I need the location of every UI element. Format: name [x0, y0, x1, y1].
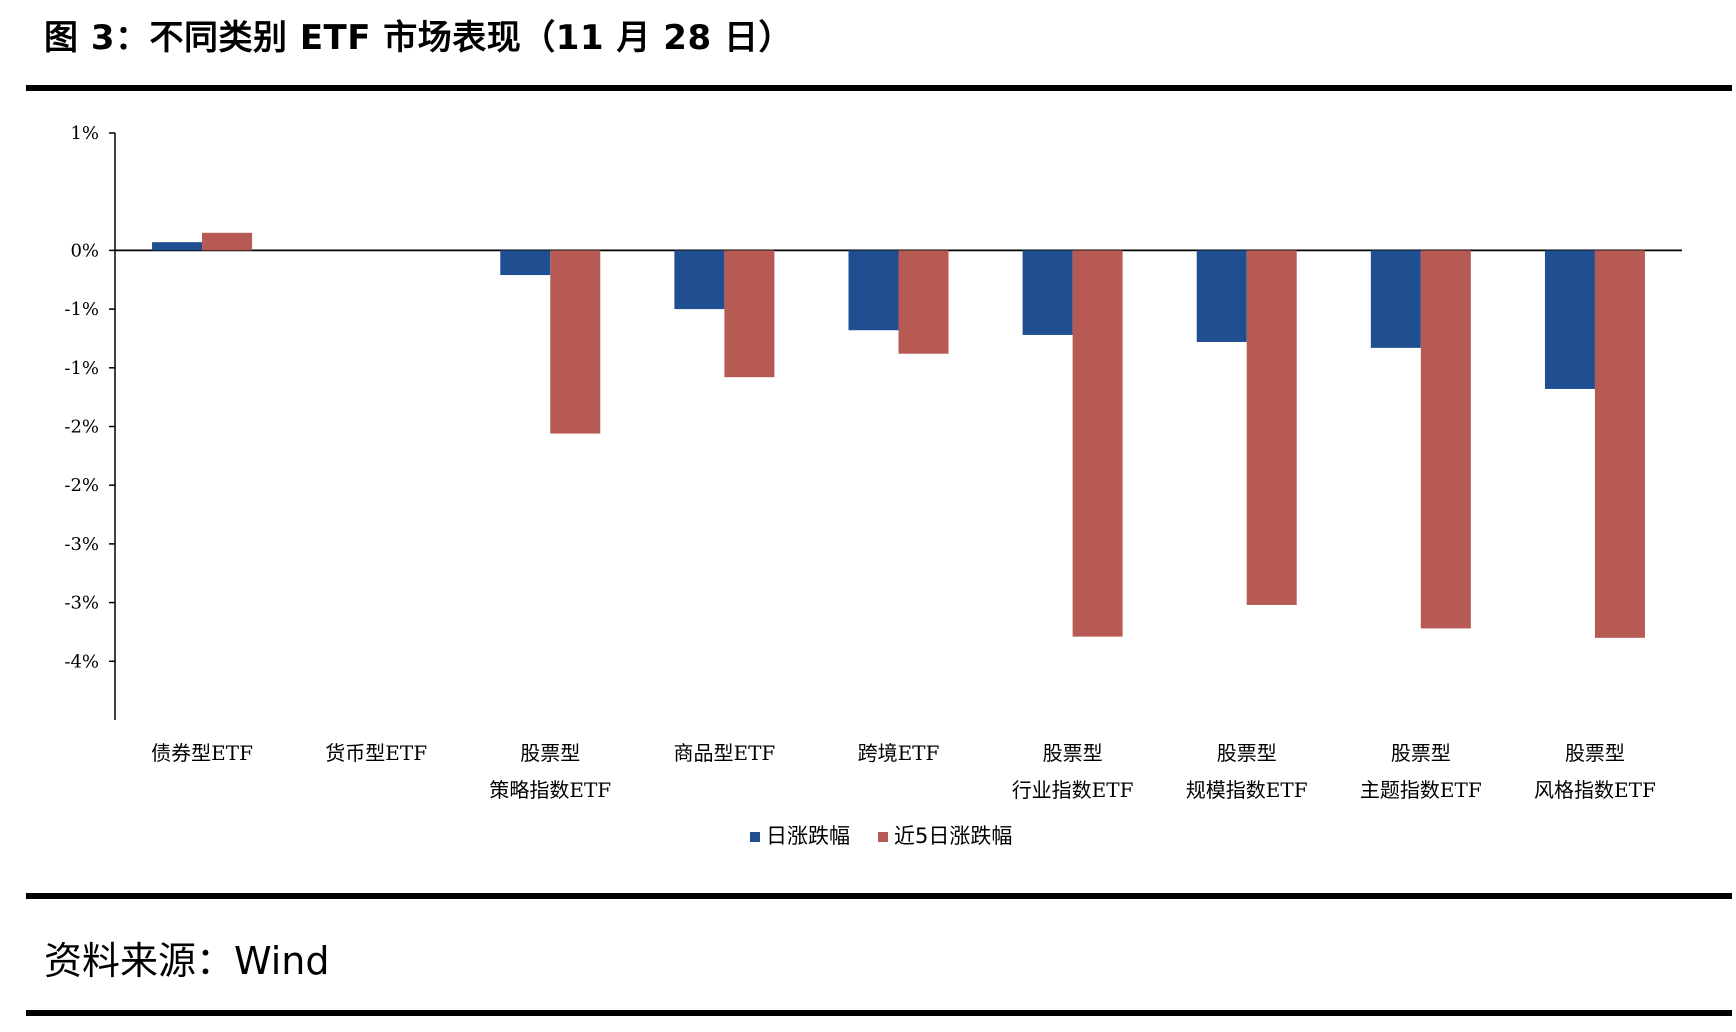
- category-label: 行业指数ETF: [1012, 778, 1134, 802]
- y-tick-label: -4%: [64, 651, 99, 672]
- y-tick-label: -3%: [64, 593, 99, 614]
- figure-title: 图 3：不同类别 ETF 市场表现（11 月 28 日）: [44, 18, 793, 58]
- y-tick-label: 0%: [70, 240, 99, 261]
- category-label: 商品型ETF: [673, 741, 775, 765]
- bar-five-day-4: [898, 250, 949, 354]
- chart-legend: 日涨跌幅 近5日涨跌幅: [750, 824, 1012, 848]
- middle-rule: [26, 893, 1732, 899]
- y-tick-label: -3%: [64, 534, 99, 555]
- bottom-rule: [26, 1010, 1732, 1016]
- bar-five-day-2: [550, 250, 601, 434]
- bar-daily-5: [1022, 250, 1073, 335]
- y-tick-label: 1%: [70, 123, 99, 144]
- bar-five-day-0: [202, 232, 253, 251]
- bar-daily-6: [1196, 250, 1247, 342]
- bar-daily-2: [500, 250, 551, 276]
- y-tick-label: -1%: [64, 358, 99, 379]
- category-label: 风格指数ETF: [1534, 778, 1656, 802]
- bar-five-day-3: [724, 250, 775, 378]
- bar-daily-0: [152, 242, 203, 251]
- y-tick-label: -1%: [64, 299, 99, 320]
- bar-chart: 1% 0% -1% -1% -2% -2% -3% -3% -4% 债券型ETF 货币型ETF 股票…: [64, 123, 1682, 848]
- top-rule: [26, 85, 1732, 91]
- category-label: 策略指数ETF: [489, 778, 611, 802]
- y-tick-label: -2%: [64, 417, 99, 438]
- y-tick-label: -2%: [64, 475, 99, 496]
- category-label: 债券型ETF: [151, 741, 253, 765]
- category-label: 规模指数ETF: [1186, 778, 1308, 802]
- category-label: 股票型: [520, 741, 580, 765]
- category-label: 股票型: [1217, 741, 1277, 765]
- bar-five-day-7: [1420, 250, 1471, 629]
- bar-daily-4: [848, 250, 899, 331]
- category-label: 货币型ETF: [325, 741, 427, 765]
- category-label: 股票型: [1565, 741, 1625, 765]
- legend-label: 日涨跌幅: [766, 824, 850, 848]
- category-label: 股票型: [1043, 741, 1103, 765]
- legend-swatch: [750, 832, 760, 842]
- chart-bars: [152, 232, 1645, 638]
- category-label: 主题指数ETF: [1360, 778, 1482, 802]
- bar-daily-7: [1370, 250, 1421, 348]
- category-label: 股票型: [1391, 741, 1451, 765]
- legend-label: 近5日涨跌幅: [894, 824, 1012, 848]
- source-note: 资料来源：Wind: [44, 939, 330, 983]
- bar-daily-3: [674, 250, 725, 310]
- bar-five-day-5: [1072, 250, 1123, 637]
- bar-daily-8: [1544, 250, 1595, 389]
- bar-five-day-8: [1594, 250, 1645, 638]
- category-label: 跨境ETF: [858, 741, 940, 765]
- chart-axes: 1% 0% -1% -1% -2% -2% -3% -3% -4%: [64, 123, 1682, 720]
- legend-swatch: [878, 832, 888, 842]
- bar-five-day-6: [1246, 250, 1297, 605]
